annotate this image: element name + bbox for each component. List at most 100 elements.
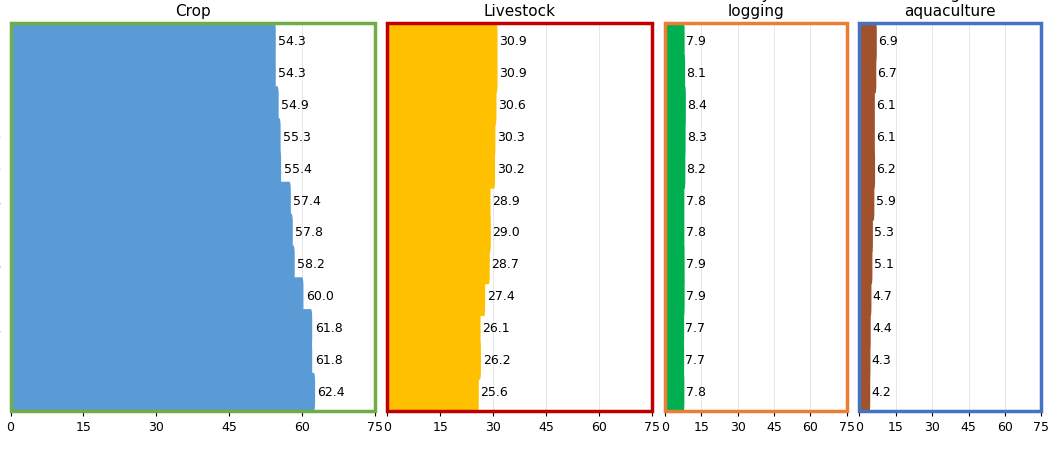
FancyBboxPatch shape [664,86,686,125]
Text: 54.9: 54.9 [281,99,309,112]
Text: 8.2: 8.2 [687,163,707,176]
FancyBboxPatch shape [858,150,875,189]
FancyBboxPatch shape [386,118,495,157]
Text: 7.9: 7.9 [686,290,706,303]
FancyBboxPatch shape [664,22,685,61]
Text: 54.3: 54.3 [278,67,306,80]
FancyBboxPatch shape [664,373,685,412]
FancyBboxPatch shape [664,54,685,93]
Text: 5.1: 5.1 [873,258,893,271]
Text: 4.4: 4.4 [872,322,892,335]
Text: 5.9: 5.9 [875,195,895,207]
FancyBboxPatch shape [386,150,495,189]
Title: Forestry and
logging: Forestry and logging [708,0,804,19]
Text: 29.0: 29.0 [492,227,521,239]
Title: Livestock: Livestock [484,4,555,19]
Text: 6.9: 6.9 [878,36,897,48]
Text: 25.6: 25.6 [481,386,508,399]
FancyBboxPatch shape [664,213,685,252]
FancyBboxPatch shape [386,213,491,252]
Text: 6.1: 6.1 [876,131,896,144]
FancyBboxPatch shape [386,309,481,348]
FancyBboxPatch shape [664,277,685,316]
Text: 7.8: 7.8 [686,386,706,399]
Text: 6.2: 6.2 [876,163,896,176]
FancyBboxPatch shape [9,118,281,157]
Text: 28.7: 28.7 [491,258,520,271]
FancyBboxPatch shape [386,182,490,221]
FancyBboxPatch shape [858,182,874,221]
Text: 30.6: 30.6 [499,99,526,112]
Text: 6.7: 6.7 [877,67,897,80]
FancyBboxPatch shape [9,373,316,412]
Text: 8.1: 8.1 [686,67,706,80]
Text: 55.3: 55.3 [283,131,311,144]
Text: 7.9: 7.9 [686,36,706,48]
Text: 57.8: 57.8 [296,227,323,239]
Text: 8.3: 8.3 [687,131,707,144]
FancyBboxPatch shape [9,309,312,348]
FancyBboxPatch shape [9,341,312,380]
Text: 7.7: 7.7 [685,354,705,367]
FancyBboxPatch shape [386,245,490,284]
FancyBboxPatch shape [858,86,875,125]
FancyBboxPatch shape [858,277,871,316]
Text: 4.3: 4.3 [872,354,891,367]
FancyBboxPatch shape [9,213,292,252]
FancyBboxPatch shape [9,245,295,284]
FancyBboxPatch shape [858,373,870,412]
FancyBboxPatch shape [858,22,876,61]
Text: 54.3: 54.3 [278,36,306,48]
FancyBboxPatch shape [9,54,276,93]
FancyBboxPatch shape [9,182,290,221]
Text: 30.2: 30.2 [497,163,525,176]
Text: 30.9: 30.9 [500,36,527,48]
Text: 5.3: 5.3 [874,227,894,239]
FancyBboxPatch shape [858,309,871,348]
Text: 60.0: 60.0 [306,290,333,303]
Text: 61.8: 61.8 [315,354,342,367]
FancyBboxPatch shape [858,245,872,284]
Text: 55.4: 55.4 [284,163,311,176]
FancyBboxPatch shape [664,182,685,221]
Title: Fishing and
aquaculture: Fishing and aquaculture [905,0,996,19]
Text: 57.4: 57.4 [294,195,321,207]
Text: 26.1: 26.1 [482,322,510,335]
FancyBboxPatch shape [664,245,685,284]
FancyBboxPatch shape [858,341,870,380]
FancyBboxPatch shape [9,277,303,316]
FancyBboxPatch shape [386,22,498,61]
FancyBboxPatch shape [386,341,481,380]
FancyBboxPatch shape [858,54,876,93]
Text: 6.1: 6.1 [876,99,896,112]
Text: 26.2: 26.2 [483,354,510,367]
Text: 7.8: 7.8 [686,195,706,207]
Text: 30.9: 30.9 [500,67,527,80]
Text: 62.4: 62.4 [318,386,345,399]
Text: 4.2: 4.2 [871,386,891,399]
Text: 8.4: 8.4 [687,99,707,112]
Text: 58.2: 58.2 [297,258,325,271]
Text: 7.7: 7.7 [685,322,705,335]
Text: 27.4: 27.4 [487,290,514,303]
FancyBboxPatch shape [664,309,684,348]
FancyBboxPatch shape [664,150,685,189]
Text: 61.8: 61.8 [315,322,342,335]
Text: 7.9: 7.9 [686,258,706,271]
Text: 30.3: 30.3 [498,131,525,144]
Text: 4.7: 4.7 [873,290,892,303]
FancyBboxPatch shape [858,118,875,157]
Text: 7.8: 7.8 [686,227,706,239]
FancyBboxPatch shape [664,341,684,380]
FancyBboxPatch shape [386,86,497,125]
FancyBboxPatch shape [9,150,281,189]
FancyBboxPatch shape [386,54,498,93]
Title: Crop: Crop [175,4,210,19]
FancyBboxPatch shape [664,118,686,157]
FancyBboxPatch shape [858,213,873,252]
Text: 28.9: 28.9 [492,195,520,207]
FancyBboxPatch shape [9,22,276,61]
FancyBboxPatch shape [386,373,479,412]
FancyBboxPatch shape [9,86,279,125]
FancyBboxPatch shape [386,277,485,316]
